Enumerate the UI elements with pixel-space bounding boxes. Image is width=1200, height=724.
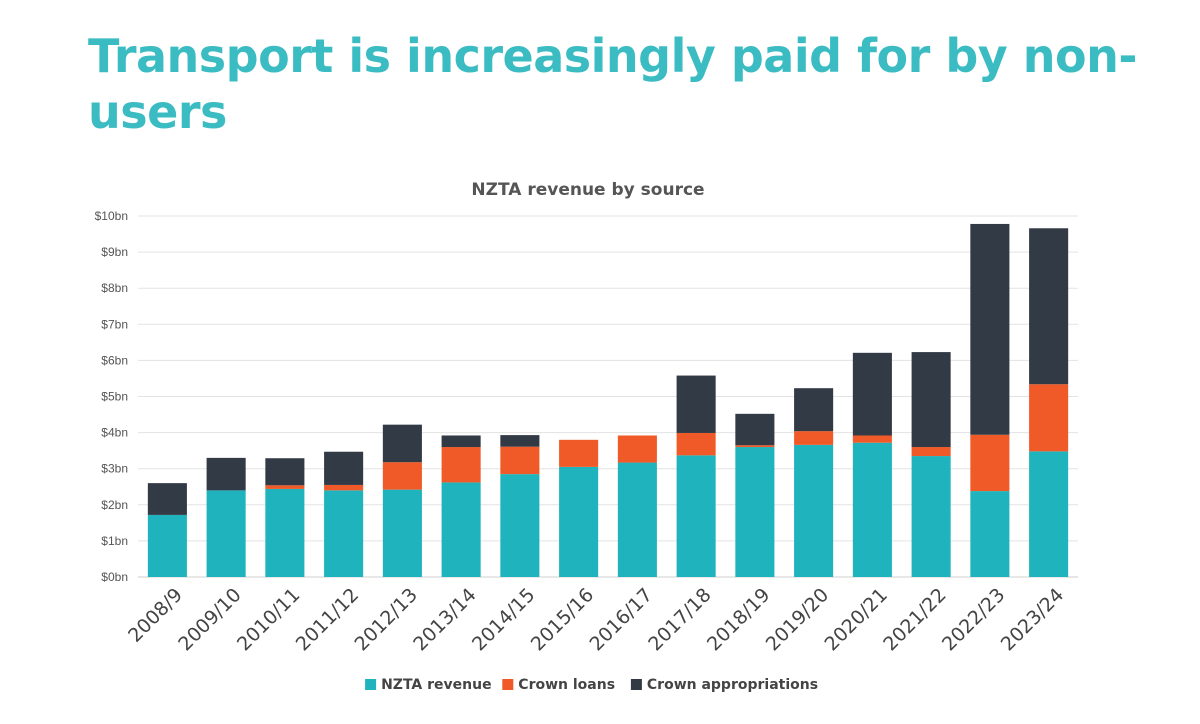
bar-segment (970, 434, 1010, 492)
bar-segment (559, 439, 599, 467)
x-tick-label: 2022/23 (938, 584, 1009, 655)
bar-segment (852, 352, 892, 436)
x-tick-label: 2016/17 (586, 584, 657, 655)
legend-swatch (502, 679, 514, 690)
bar-segment (970, 223, 1010, 435)
y-tick-label: $8bn (101, 281, 128, 295)
x-tick-label: 2017/18 (644, 584, 715, 655)
x-tick-label: 2020/21 (821, 584, 892, 655)
legend: NZTA revenue Crown loans Crown appropriati… (365, 677, 818, 693)
bar-segment (265, 485, 305, 489)
bar-segment (794, 388, 834, 432)
bar-segment (735, 445, 775, 448)
bar-segment (676, 375, 716, 433)
bar-segment (441, 447, 481, 483)
slide-title: Transport is increasingly paid for by no… (88, 29, 1137, 139)
x-tick-label: 2011/12 (292, 584, 363, 655)
bar-segment (441, 435, 481, 448)
bar-segment (500, 446, 540, 475)
y-axis-ticks: $0bn $1bn $2bn $3bn $4bn $5bn $6bn $7bn $8bn $9bn… (95, 209, 128, 584)
bar-segment (500, 474, 540, 577)
bar-segment (911, 456, 951, 577)
bar-segment (735, 413, 775, 446)
y-tick-label: $1bn (101, 534, 128, 548)
x-tick-label: 2012/13 (351, 584, 422, 655)
legend-swatch (365, 679, 377, 690)
x-tick-label: 2015/16 (527, 584, 598, 655)
y-tick-label: $7bn (101, 317, 128, 331)
bar-segment (206, 457, 246, 491)
bar-segment (147, 483, 187, 515)
chart-title: NZTA revenue by source (471, 180, 704, 200)
x-tick-label: 2019/20 (762, 584, 833, 655)
bar-segment (970, 491, 1010, 577)
y-tick-label: $4bn (101, 426, 128, 440)
bar-segment (265, 488, 305, 577)
x-tick-label: 2009/10 (174, 584, 245, 655)
x-tick-label: 2021/22 (879, 584, 950, 655)
y-tick-label: $5bn (101, 390, 128, 404)
bar-segment (1029, 384, 1069, 452)
bar-segment (559, 466, 599, 577)
bar-segment (676, 432, 716, 456)
x-tick-label: 2014/15 (468, 584, 539, 655)
bar-segment (206, 490, 246, 577)
bar-segment (852, 435, 892, 443)
bar-segment (617, 462, 657, 577)
bar-segment (382, 489, 422, 577)
bar-segment (441, 482, 481, 577)
x-tick-label: 2023/24 (997, 584, 1068, 655)
bar-segment (324, 490, 364, 577)
y-tick-label: $2bn (101, 498, 128, 512)
bar-segment (147, 514, 187, 577)
bar-segment (794, 444, 834, 577)
bar-segment (911, 447, 951, 457)
legend-label: NZTA revenue (381, 677, 492, 693)
x-axis-ticks: 2008/92009/102010/112011/122012/132013/1… (124, 584, 1068, 655)
y-tick-label: $9bn (101, 245, 128, 259)
bar-segment (500, 435, 540, 447)
legend-label: Crown loans (518, 677, 615, 693)
bar-segment (382, 462, 422, 490)
bar-segment (911, 352, 951, 448)
bar-segment (324, 484, 364, 491)
legend-swatch (630, 679, 642, 690)
bar-segment (617, 435, 657, 463)
y-tick-label: $0bn (101, 570, 128, 584)
bar-segment (1029, 228, 1069, 385)
bar-segment (676, 455, 716, 577)
bar-segment (794, 431, 834, 445)
y-tick-label: $3bn (101, 462, 128, 476)
x-tick-label: 2013/14 (409, 584, 480, 655)
bar-segment (852, 442, 892, 577)
y-tick-label: $10bn (95, 209, 128, 223)
bar-segment (382, 424, 422, 463)
legend-label: Crown appropriations (647, 677, 818, 693)
x-tick-label: 2010/11 (233, 584, 304, 655)
bars (147, 223, 1069, 577)
bar-segment (735, 447, 775, 577)
x-tick-label: 2018/19 (703, 584, 774, 655)
bar-segment (1029, 451, 1069, 577)
bar-segment (265, 458, 305, 486)
y-tick-label: $6bn (101, 353, 128, 367)
bar-segment (324, 451, 364, 485)
